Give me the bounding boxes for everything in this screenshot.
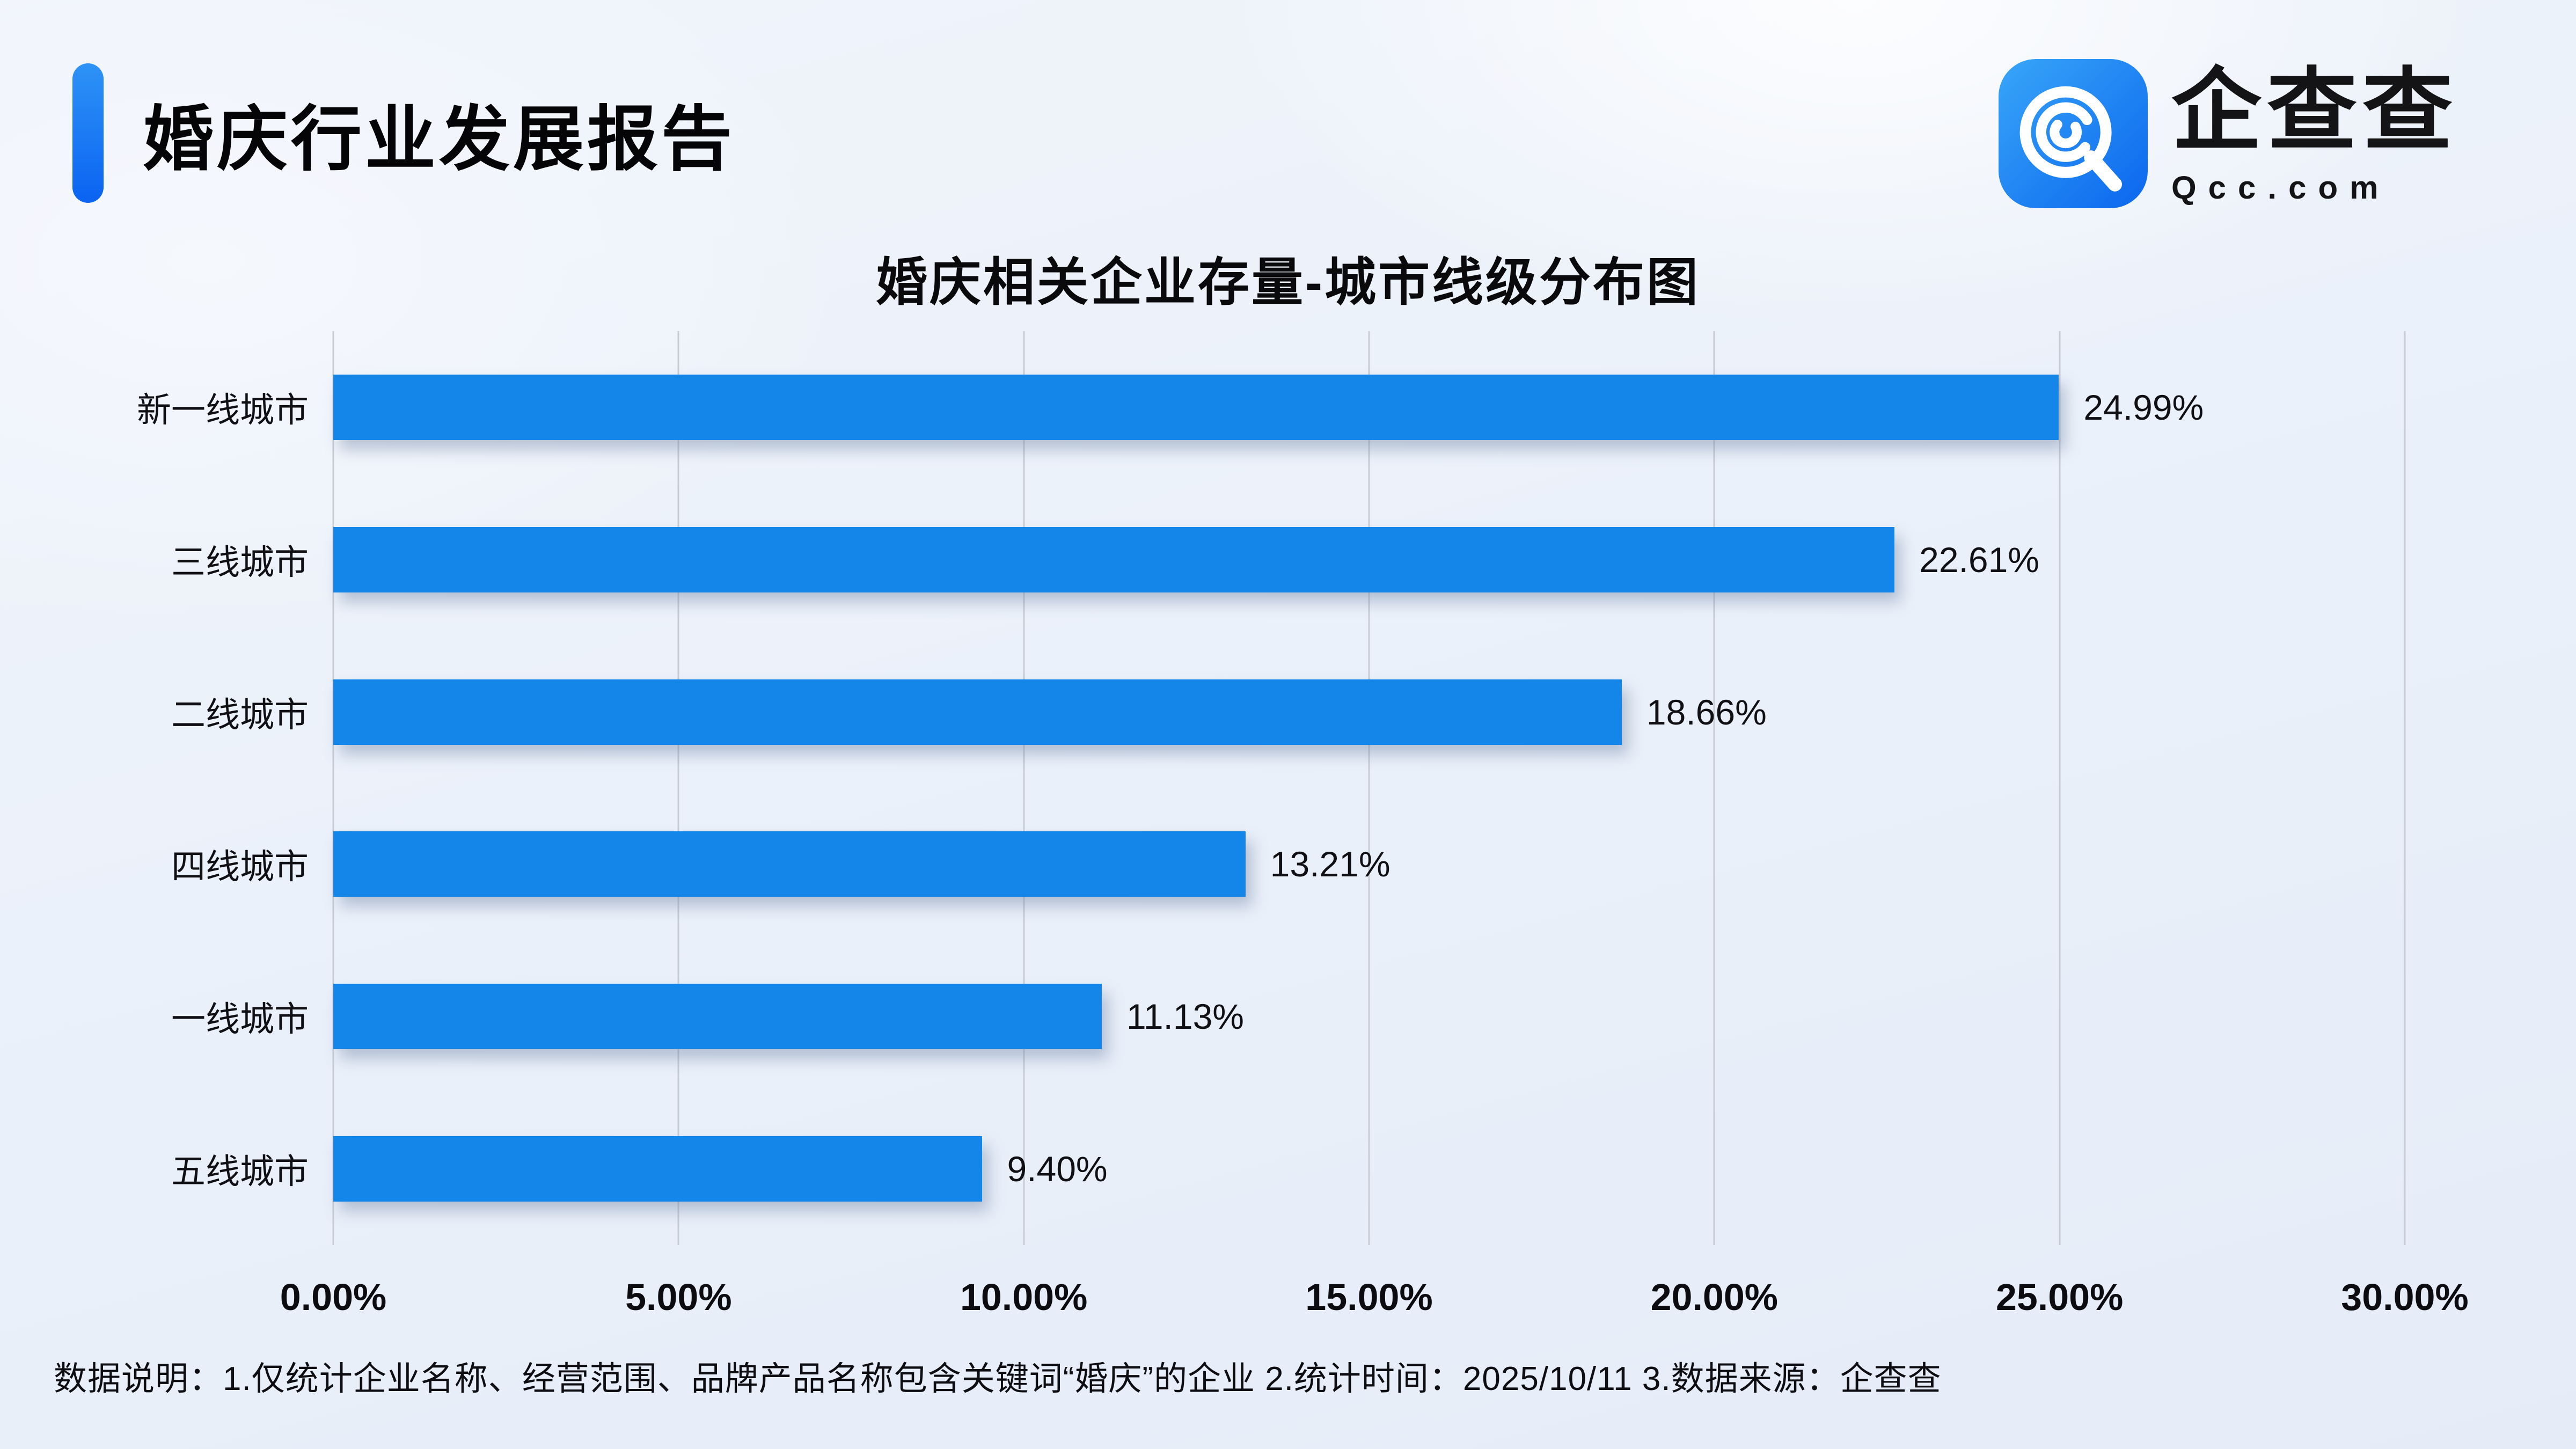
bar (333, 679, 1622, 745)
bar (333, 831, 1246, 897)
x-tick-label: 25.00% (1995, 1276, 2124, 1318)
x-tick-label: 5.00% (625, 1276, 732, 1318)
value-label: 24.99% (2083, 387, 2204, 427)
bar (333, 1136, 983, 1202)
bar (333, 984, 1102, 1050)
value-label: 11.13% (1126, 997, 1244, 1037)
gridline (2404, 331, 2406, 1245)
value-label: 18.66% (1646, 692, 1767, 732)
data-footnote: 数据说明：1.仅统计企业名称、经营范围、品牌产品名称包含关键词“婚庆”的企业 2… (54, 1360, 1942, 1397)
bar-row: 新一线城市 24.99% (137, 331, 2405, 484)
gridline (677, 331, 679, 1245)
x-tick-label: 10.00% (960, 1276, 1088, 1318)
x-tick-label: 0.00% (280, 1276, 387, 1318)
gridline (1713, 331, 1715, 1245)
gridline (332, 331, 334, 1245)
title-accent-bar (72, 63, 104, 203)
qcc-logo-name: 企查查 (2171, 60, 2458, 161)
category-label: 三线城市 (171, 543, 309, 582)
bar-row: 二线城市 18.66% (171, 636, 2405, 788)
page-title: 婚庆行业发展报告 (143, 99, 735, 179)
qcc-logo-icon (1999, 59, 2148, 208)
plot-area: 新一线城市 24.99% 三线城市 22.61% 二线城市 18.66% 四线城市 13.21… (137, 331, 2469, 1318)
value-label: 13.21% (1270, 844, 1391, 884)
x-tick-label: 15.00% (1305, 1276, 1433, 1318)
chart-title: 婚庆相关企业存量-城市线级分布图 (876, 254, 1700, 311)
qcc-logo: 企查查 Qcc.com (1999, 59, 2458, 208)
value-label: 9.40% (1007, 1149, 1108, 1189)
x-tick-label: 20.00% (1650, 1276, 1779, 1318)
bar-row: 三线城市 22.61% (171, 484, 2405, 636)
bar-row: 一线城市 11.13% (171, 940, 2405, 1093)
category-label: 一线城市 (171, 1000, 309, 1039)
bar-rows: 新一线城市 24.99% 三线城市 22.61% 二线城市 18.66% 四线城市 13.21… (137, 331, 2405, 1245)
x-tick-label: 30.00% (2341, 1276, 2469, 1318)
qcc-logo-domain: Qcc.com (2171, 170, 2390, 206)
gridline (1368, 331, 1370, 1245)
bar-row: 五线城市 9.40% (171, 1093, 2405, 1245)
value-label: 22.61% (1919, 539, 2039, 580)
category-label: 四线城市 (171, 847, 309, 887)
category-label: 新一线城市 (137, 390, 309, 429)
category-label: 二线城市 (171, 695, 309, 734)
bar-row: 四线城市 13.21% (171, 788, 2405, 940)
bar (333, 526, 1895, 592)
gridline (2059, 331, 2061, 1245)
qcc-logo-text-block: 企查查 Qcc.com (2171, 59, 2458, 204)
category-label: 五线城市 (171, 1152, 309, 1191)
x-axis: 0.00% 5.00% 10.00% 15.00% 20.00% 25.00% 30.00% (280, 1245, 2469, 1318)
bar (333, 374, 2059, 440)
gridline (1023, 331, 1025, 1245)
